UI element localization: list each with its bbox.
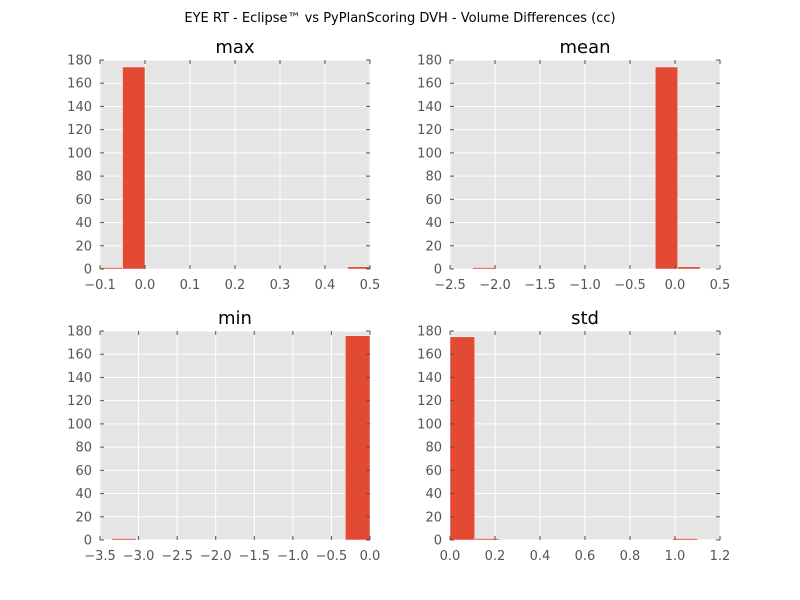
x-tick-label: 0.1 bbox=[180, 278, 201, 293]
y-tick-label: 100 bbox=[417, 146, 442, 161]
y-tick-label: 80 bbox=[75, 441, 92, 456]
y-tick-label: 140 bbox=[67, 100, 92, 115]
histogram-bar bbox=[474, 538, 500, 541]
subplot-mean: −2.5 −2.0 −1.5 −1.0 −0.5 0.0 0.5 0 20 40 60 80 100 12… bbox=[417, 37, 730, 293]
y-tick-label: 140 bbox=[417, 371, 442, 386]
y-tick-label: 20 bbox=[75, 510, 92, 525]
y-tick-label: 80 bbox=[425, 441, 442, 456]
x-tick-label: −0.5 bbox=[614, 278, 646, 293]
x-tick-label: −1.5 bbox=[238, 549, 270, 564]
subplot-title: max bbox=[215, 37, 255, 58]
x-tick-label: 1.0 bbox=[665, 549, 686, 564]
y-tick-label: 180 bbox=[417, 54, 442, 69]
x-tick-label: 0.0 bbox=[665, 278, 686, 293]
y-tick-label: 120 bbox=[417, 394, 442, 409]
x-tick-label: 0.5 bbox=[710, 278, 731, 293]
x-tick-label: −0.5 bbox=[316, 549, 348, 564]
x-tick-label: 0.2 bbox=[485, 549, 506, 564]
y-tick-label: 180 bbox=[417, 325, 442, 340]
y-tick-label: 0 bbox=[434, 263, 442, 278]
x-tick-label: 0.6 bbox=[575, 549, 596, 564]
x-tick-label: 0.0 bbox=[135, 278, 156, 293]
y-tick-label: 160 bbox=[417, 348, 442, 363]
y-tick-label: 120 bbox=[417, 123, 442, 138]
y-tick-label: 0 bbox=[84, 534, 92, 549]
x-tick-label: 0.3 bbox=[270, 278, 291, 293]
subplot-title: mean bbox=[559, 37, 610, 58]
y-tick-label: 20 bbox=[75, 239, 92, 254]
y-tick-label: 0 bbox=[434, 534, 442, 549]
x-tick-label: 0.0 bbox=[360, 549, 381, 564]
subplot-min: −3.5 −3.0 −2.5 −2.0 −1.5 −1.0 −0.5 0.0 0 20 40 60 80… bbox=[67, 308, 380, 564]
y-tick-label: 60 bbox=[75, 193, 92, 208]
histogram-bar bbox=[111, 538, 137, 541]
y-tick-label: 20 bbox=[425, 239, 442, 254]
y-tick-label: 180 bbox=[67, 325, 92, 340]
histogram-bar bbox=[122, 66, 146, 270]
x-tick-label: 1.2 bbox=[710, 549, 731, 564]
y-tick-label: 160 bbox=[67, 348, 92, 363]
x-tick-label: 0.0 bbox=[440, 549, 461, 564]
figure-title: EYE RT - Eclipse™ vs PyPlanScoring DVH -… bbox=[184, 11, 615, 26]
subplot-title: min bbox=[218, 308, 252, 329]
histogram-bar bbox=[449, 336, 475, 541]
x-tick-label: −3.5 bbox=[84, 549, 116, 564]
y-tick-label: 40 bbox=[425, 487, 442, 502]
x-tick-label: −0.1 bbox=[84, 278, 116, 293]
histogram-bar bbox=[672, 538, 698, 541]
x-tick-label: 0.8 bbox=[620, 549, 641, 564]
y-tick-label: 180 bbox=[67, 54, 92, 69]
y-tick-label: 100 bbox=[67, 417, 92, 432]
histogram-bar bbox=[654, 66, 678, 270]
subplot-grid: −0.1 0.0 0.1 0.2 0.3 0.4 0.5 0 20 40 60 80 100 120 140… bbox=[67, 37, 730, 564]
y-tick-label: 40 bbox=[75, 216, 92, 231]
y-tick-label: 40 bbox=[425, 216, 442, 231]
y-tick-label: 60 bbox=[425, 464, 442, 479]
subplot-max: −0.1 0.0 0.1 0.2 0.3 0.4 0.5 0 20 40 60 80 100 120 140… bbox=[67, 37, 380, 293]
x-tick-label: −1.5 bbox=[524, 278, 556, 293]
y-tick-label: 140 bbox=[67, 371, 92, 386]
y-tick-label: 100 bbox=[67, 146, 92, 161]
x-tick-label: 0.5 bbox=[360, 278, 381, 293]
subplot-title: std bbox=[571, 308, 599, 329]
histogram-bar bbox=[472, 267, 496, 270]
x-tick-label: 0.4 bbox=[315, 278, 336, 293]
y-tick-label: 160 bbox=[67, 77, 92, 92]
histogram-bar bbox=[345, 335, 371, 541]
x-tick-label: −1.0 bbox=[569, 278, 601, 293]
y-tick-label: 20 bbox=[425, 510, 442, 525]
x-tick-label: −3.0 bbox=[123, 549, 155, 564]
y-tick-label: 140 bbox=[417, 100, 442, 115]
subplot-std: 0.0 0.2 0.4 0.6 0.8 1.0 1.2 0 20 40 60 80 100 120 140 1… bbox=[417, 308, 730, 564]
y-tick-label: 100 bbox=[417, 417, 442, 432]
y-tick-label: 80 bbox=[425, 170, 442, 185]
y-tick-label: 60 bbox=[75, 464, 92, 479]
y-tick-label: 60 bbox=[425, 193, 442, 208]
y-tick-label: 80 bbox=[75, 170, 92, 185]
x-tick-label: −2.0 bbox=[200, 549, 232, 564]
x-tick-label: 0.4 bbox=[530, 549, 551, 564]
y-tick-label: 0 bbox=[84, 263, 92, 278]
y-tick-label: 120 bbox=[67, 123, 92, 138]
histogram-bar bbox=[677, 266, 701, 270]
x-tick-label: −2.5 bbox=[434, 278, 466, 293]
plot-background bbox=[100, 331, 370, 540]
x-tick-label: −2.0 bbox=[479, 278, 511, 293]
y-tick-label: 40 bbox=[75, 487, 92, 502]
y-tick-label: 120 bbox=[67, 394, 92, 409]
x-tick-label: −2.5 bbox=[161, 549, 193, 564]
x-tick-label: 0.2 bbox=[225, 278, 246, 293]
x-tick-label: −1.0 bbox=[277, 549, 309, 564]
y-tick-label: 160 bbox=[417, 77, 442, 92]
